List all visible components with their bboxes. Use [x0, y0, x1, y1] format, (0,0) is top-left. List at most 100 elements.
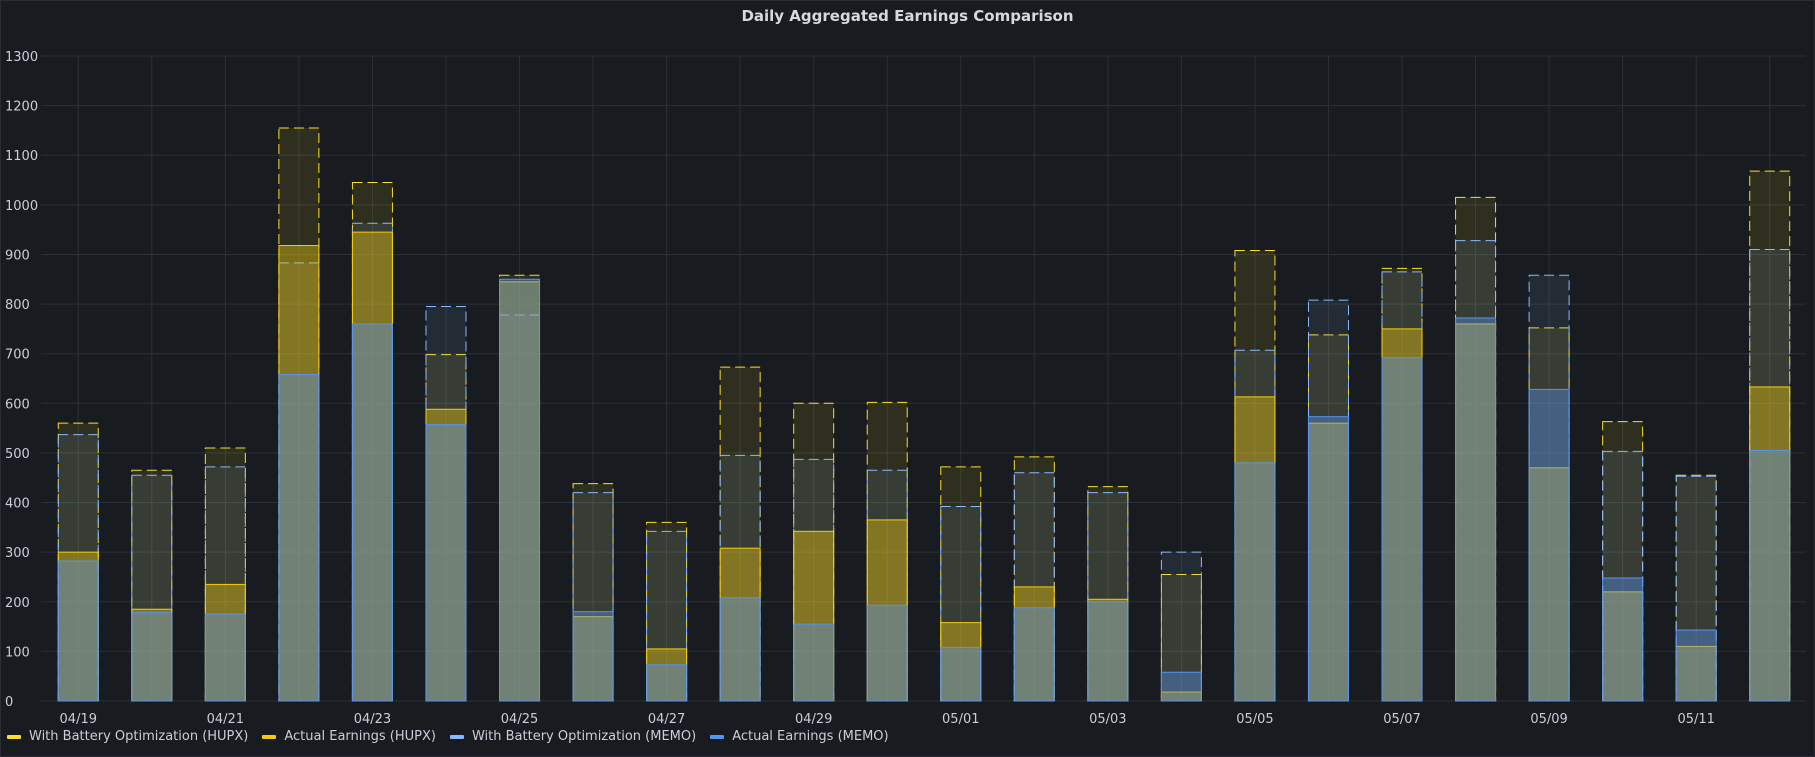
bar-memo-actual[interactable] — [1602, 577, 1644, 702]
x-tick-label: 04/21 — [207, 712, 244, 726]
bar-memo-optimized[interactable] — [572, 492, 614, 702]
bar-hupx-optimized[interactable] — [940, 466, 982, 702]
bar-memo-optimized[interactable] — [719, 454, 761, 702]
bar-memo-actual[interactable] — [1087, 601, 1129, 702]
bar-hupx-optimized[interactable] — [793, 402, 835, 702]
y-tick-label: 400 — [5, 497, 30, 512]
bar-hupx-optimized[interactable] — [499, 274, 541, 702]
bar-hupx-optimized[interactable] — [1675, 474, 1717, 702]
bar-hupx-optimized[interactable] — [1528, 327, 1570, 702]
bar-hupx-optimized[interactable] — [278, 127, 320, 702]
bar-memo-actual[interactable] — [1749, 449, 1791, 702]
bar-memo-optimized[interactable] — [131, 474, 173, 702]
bar-memo-actual[interactable] — [793, 623, 835, 702]
bar-hupx-actual[interactable] — [131, 608, 173, 702]
bar-hupx-optimized[interactable] — [1749, 170, 1791, 702]
bar-memo-actual[interactable] — [425, 424, 467, 702]
bar-memo-optimized[interactable] — [1675, 475, 1717, 702]
bar-memo-actual[interactable] — [1455, 317, 1497, 702]
y-tick-label: 100 — [5, 645, 30, 660]
bar-hupx-optimized[interactable] — [1455, 196, 1497, 702]
bar-hupx-optimized[interactable] — [866, 401, 908, 702]
x-tick-label: 04/23 — [354, 712, 391, 726]
bar-hupx-actual[interactable] — [1749, 386, 1791, 702]
bar-memo-optimized[interactable] — [1381, 271, 1423, 702]
bar-memo-optimized[interactable] — [1749, 249, 1791, 702]
bar-memo-actual[interactable] — [1307, 416, 1349, 702]
legend-item-memo-actual[interactable]: Actual Earnings (MEMO) — [710, 729, 889, 744]
y-tick-label: 1000 — [5, 199, 38, 214]
legend-item-memo-optimized[interactable]: With Battery Optimization (MEMO) — [449, 729, 696, 744]
legend-item-hupx-actual[interactable]: Actual Earnings (HUPX) — [262, 729, 436, 744]
bar-memo-optimized[interactable] — [278, 262, 320, 702]
bar-hupx-optimized[interactable] — [131, 469, 173, 702]
legend-item-hupx-optimized[interactable]: With Battery Optimization (HUPX) — [7, 729, 248, 744]
bar-memo-actual[interactable] — [1528, 388, 1570, 702]
bar-chart: 0 100 200 300 400 500 600 700 800 900 1000 1100 1200… — [5, 50, 1806, 726]
legend-swatch — [262, 734, 277, 739]
y-tick-label: 900 — [5, 248, 30, 263]
x-tick-label: 05/03 — [1089, 712, 1126, 726]
grid-lines — [41, 55, 1806, 702]
bar-memo-actual[interactable] — [719, 597, 761, 702]
bar-hupx-actual[interactable] — [1528, 467, 1570, 702]
bar-hupx-actual[interactable] — [57, 551, 99, 702]
x-tick-label: 04/27 — [648, 712, 685, 726]
bar-memo-optimized[interactable] — [1160, 551, 1202, 702]
bar-hupx-actual[interactable] — [940, 622, 982, 702]
x-tick-label: 05/07 — [1383, 712, 1420, 726]
bar-hupx-actual[interactable] — [1307, 422, 1349, 702]
bar-hupx-optimized[interactable] — [57, 422, 99, 702]
legend-swatch — [7, 734, 21, 739]
bar-hupx-optimized[interactable] — [1307, 334, 1349, 702]
bar-memo-optimized[interactable] — [1087, 492, 1129, 702]
bar-memo-actual[interactable] — [940, 646, 982, 702]
bar-hupx-optimized[interactable] — [351, 182, 393, 702]
y-tick-label: 200 — [5, 596, 30, 611]
legend-swatch — [449, 734, 464, 739]
legend: With Battery Optimization (HUPX) Actual … — [7, 729, 889, 744]
bar-hupx-actual[interactable] — [1675, 645, 1717, 702]
bar-memo-actual[interactable] — [351, 323, 393, 702]
bar-memo-actual[interactable] — [1160, 671, 1202, 702]
bar-hupx-actual[interactable] — [204, 583, 246, 702]
bar-memo-actual[interactable] — [278, 374, 320, 702]
bar-memo-optimized[interactable] — [646, 530, 688, 702]
y-tick-label: 1200 — [5, 100, 38, 115]
bar-memo-optimized[interactable] — [940, 506, 982, 702]
bar-hupx-optimized[interactable] — [646, 521, 688, 702]
bar-hupx-actual[interactable] — [1013, 586, 1055, 702]
bar-memo-actual[interactable] — [57, 560, 99, 702]
bar-hupx-actual[interactable] — [793, 530, 835, 702]
bar-memo-optimized[interactable] — [425, 306, 467, 702]
bar-memo-actual[interactable] — [646, 664, 688, 702]
bar-memo-actual[interactable] — [204, 613, 246, 702]
bar-memo-actual[interactable] — [1234, 462, 1276, 702]
bar-hupx-optimized[interactable] — [204, 447, 246, 702]
bar-memo-optimized[interactable] — [499, 314, 541, 702]
bar-memo-optimized[interactable] — [1602, 450, 1644, 702]
bar-hupx-actual[interactable] — [1455, 323, 1497, 702]
bar-memo-actual[interactable] — [499, 278, 541, 702]
bar-hupx-actual[interactable] — [719, 547, 761, 702]
bar-memo-actual[interactable] — [572, 611, 614, 702]
bar-memo-optimized[interactable] — [1455, 240, 1497, 702]
bar-hupx-optimized[interactable] — [719, 366, 761, 702]
bar-memo-actual[interactable] — [131, 612, 173, 702]
bar-memo-actual[interactable] — [866, 604, 908, 702]
y-tick-label: 600 — [5, 397, 30, 412]
bar-memo-actual[interactable] — [1013, 607, 1055, 702]
bar-hupx-optimized[interactable] — [1381, 267, 1423, 702]
bar-memo-actual[interactable] — [1675, 629, 1717, 702]
bar-hupx-actual[interactable] — [572, 616, 614, 702]
bar-hupx-actual[interactable] — [1234, 396, 1276, 702]
x-tick-label: 05/09 — [1530, 712, 1567, 726]
y-tick-label: 1300 — [5, 50, 38, 65]
bar-memo-actual[interactable] — [1381, 357, 1423, 702]
bar-hupx-actual[interactable] — [351, 231, 393, 702]
bar-memo-optimized[interactable] — [1234, 349, 1276, 702]
bar-hupx-optimized[interactable] — [1013, 456, 1055, 702]
y-tick-label: 1100 — [5, 149, 38, 164]
y-tick-label: 800 — [5, 298, 30, 313]
chart-title: Daily Aggregated Earnings Comparison — [741, 7, 1074, 25]
